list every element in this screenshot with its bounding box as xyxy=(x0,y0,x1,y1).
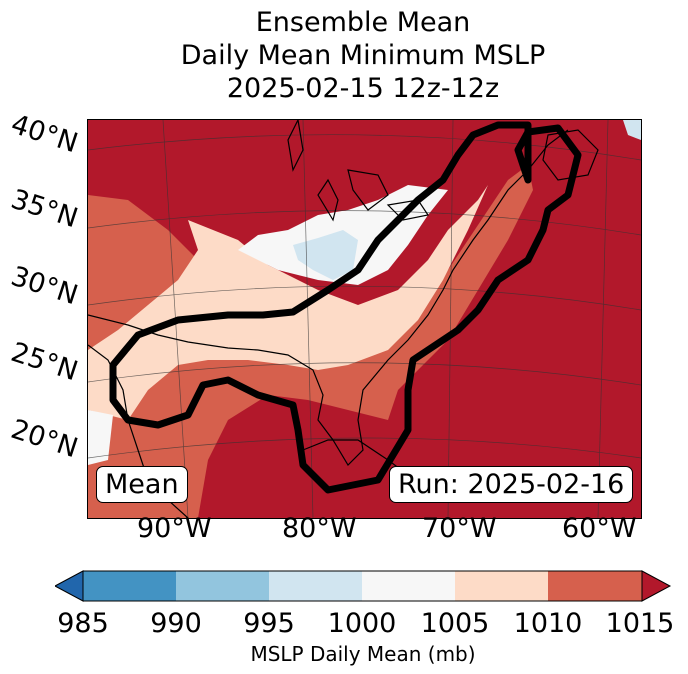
title-line-3: 2025-02-15 12z-12z xyxy=(226,73,500,104)
lon-label-60: 60°W xyxy=(562,513,637,544)
title-line-2: Daily Mean Minimum MSLP xyxy=(180,40,546,71)
lat-label-30: 30°N xyxy=(7,260,82,312)
map-panel xyxy=(87,119,642,519)
map-svg xyxy=(88,120,641,518)
pressure-field-1010 xyxy=(88,185,488,420)
colorbar-tick-1010: 1010 xyxy=(513,608,583,639)
pressure-field-1000-ne xyxy=(623,120,641,140)
colorbar-tick-995: 995 xyxy=(243,608,295,639)
lon-label-70: 70°W xyxy=(422,513,497,544)
colorbar-tick-1015: 1015 xyxy=(605,608,675,639)
colorbar-tick-1005: 1005 xyxy=(420,608,490,639)
colorbar-segment-1005-1010 xyxy=(455,571,548,601)
lat-label-40: 40°N xyxy=(7,108,82,160)
chart-title: Ensemble Mean Daily Mean Minimum MSLP 20… xyxy=(0,6,688,105)
lat-label-20: 20°N xyxy=(7,413,82,465)
colorbar xyxy=(55,570,672,602)
title-line-1: Ensemble Mean xyxy=(255,7,471,38)
colorbar-outline xyxy=(82,570,643,602)
colorbar-segment-990-995 xyxy=(176,571,269,601)
lat-label-35: 35°N xyxy=(7,183,82,235)
pressure-field-1005-west xyxy=(88,410,113,465)
colorbar-segment-1000-1005 xyxy=(362,571,455,601)
pressure-field-1000 xyxy=(293,230,358,280)
colorbar-under-arrow xyxy=(55,570,84,602)
mean-box-label: Mean xyxy=(96,466,188,503)
lon-label-90: 90°W xyxy=(137,513,212,544)
lat-label-25: 25°N xyxy=(7,336,82,388)
colorbar-segment-1010-1015 xyxy=(548,571,642,601)
colorbar-segment-995-1000 xyxy=(269,571,362,601)
lon-label-80: 80°W xyxy=(282,513,357,544)
colorbar-tick-985: 985 xyxy=(57,608,109,639)
colorbar-segment-985-990 xyxy=(83,571,176,601)
colorbar-tick-990: 990 xyxy=(150,608,202,639)
probability-contour xyxy=(109,121,582,494)
colorbar-tick-1000: 1000 xyxy=(327,608,397,639)
colorbar-label: MSLP Daily Mean (mb) xyxy=(250,642,476,666)
run-box-label: Run: 2025-02-16 xyxy=(389,466,634,503)
graticule xyxy=(88,120,641,518)
colorbar-over-arrow xyxy=(641,570,672,602)
